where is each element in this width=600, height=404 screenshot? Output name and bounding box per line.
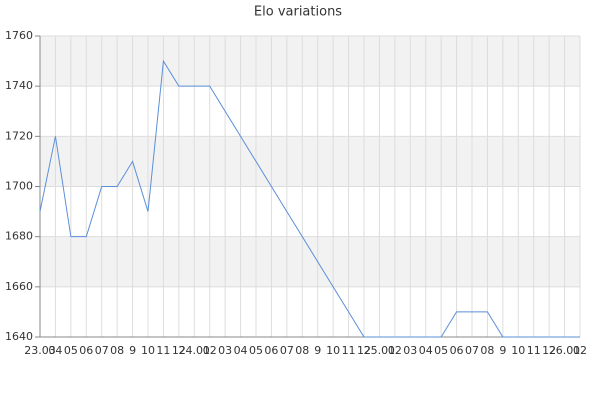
x-tick-label: 05 xyxy=(249,344,263,357)
x-tick-label: 03 xyxy=(218,344,232,357)
y-tick-label: 1700 xyxy=(5,180,33,193)
x-tick-label: 11 xyxy=(342,344,356,357)
x-tick-label: 11 xyxy=(156,344,170,357)
x-tick-label: 07 xyxy=(465,344,479,357)
x-tick-label: 25.01 xyxy=(364,344,396,357)
x-tick-label: 12 xyxy=(172,344,186,357)
x-tick-label: 9 xyxy=(314,344,321,357)
y-tick-label: 1680 xyxy=(5,230,33,243)
x-tick-label: 23.03 xyxy=(24,344,56,357)
x-tick-label: 04 xyxy=(234,344,248,357)
grid-band xyxy=(40,236,580,287)
x-tick-label: 07 xyxy=(95,344,109,357)
x-tick-label: 02 xyxy=(573,344,587,357)
x-tick-label: 12 xyxy=(542,344,556,357)
x-tick-label: 10 xyxy=(141,344,155,357)
x-tick-label: 06 xyxy=(264,344,278,357)
x-tick-label: 08 xyxy=(110,344,124,357)
y-tick-label: 1660 xyxy=(5,280,33,293)
x-tick-label: 12 xyxy=(357,344,371,357)
x-tick-label: 10 xyxy=(511,344,525,357)
x-tick-label: 10 xyxy=(326,344,340,357)
x-tick-label: 9 xyxy=(499,344,506,357)
x-tick-label: 9 xyxy=(129,344,136,357)
x-tick-label: 05 xyxy=(434,344,448,357)
x-tick-label: 11 xyxy=(527,344,541,357)
x-tick-label: 07 xyxy=(280,344,294,357)
grid-band xyxy=(40,136,580,187)
x-tick-label: 08 xyxy=(480,344,494,357)
x-tick-label: 02 xyxy=(203,344,217,357)
x-tick-label: 04 xyxy=(419,344,433,357)
x-tick-label: 06 xyxy=(79,344,93,357)
x-tick-label: 26.01 xyxy=(549,344,581,357)
x-tick-label: 24.01 xyxy=(179,344,211,357)
y-tick-label: 1720 xyxy=(5,129,33,142)
y-tick-label: 1760 xyxy=(5,29,33,42)
x-tick-label: 08 xyxy=(295,344,309,357)
y-tick-label: 1640 xyxy=(5,330,33,343)
chart-title: Elo variations xyxy=(254,5,342,20)
x-tick-label: 06 xyxy=(450,344,464,357)
x-tick-label: 03 xyxy=(403,344,417,357)
line xyxy=(39,59,580,338)
y-tick-label: 1740 xyxy=(5,79,33,92)
x-tick-label: 05 xyxy=(64,344,78,357)
grid-band xyxy=(40,36,580,87)
x-tick-label: 04 xyxy=(48,344,62,357)
x-tick-label: 02 xyxy=(388,344,402,357)
